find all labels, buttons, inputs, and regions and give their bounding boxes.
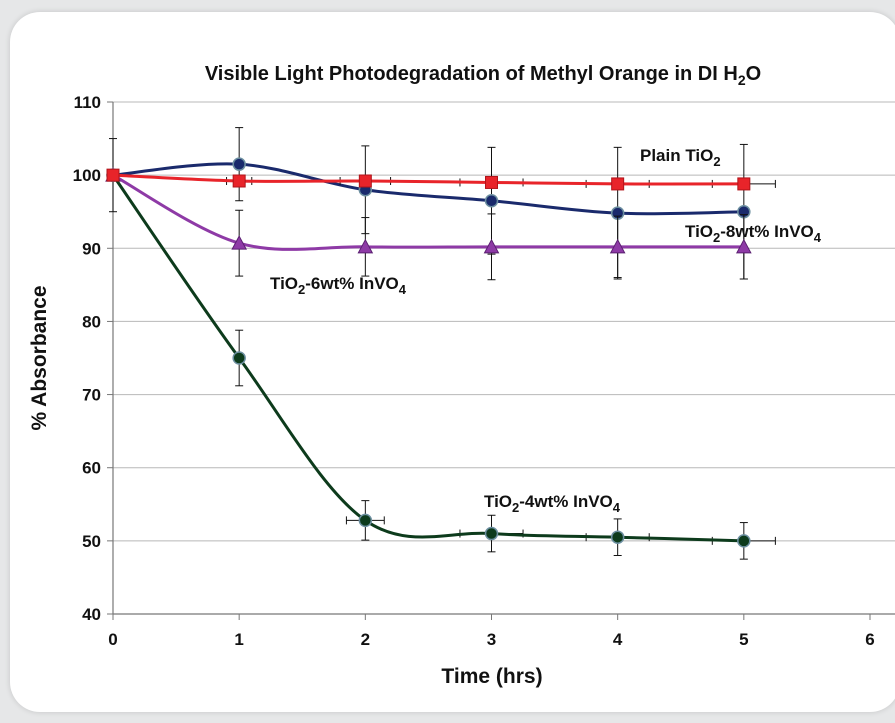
data-point (609, 238, 626, 254)
data-point (232, 351, 246, 365)
x-tick-labels: 0 1 2 3 4 5 6 (108, 630, 874, 649)
y-tick-label: 80 (82, 312, 101, 331)
data-point (483, 238, 500, 254)
series-line-6wt (112, 173, 744, 251)
x-axis-title: Time (hrs) (441, 665, 542, 688)
y-tick-label: 40 (82, 605, 101, 624)
data-point (737, 534, 751, 548)
data-point (232, 174, 246, 188)
series-label-8wt: TiO2-8wt% InVO4 (685, 222, 822, 245)
y-tick-label: 110 (74, 93, 101, 112)
data-point (737, 177, 751, 191)
chart-card (10, 12, 895, 712)
grid-lines (113, 101, 895, 542)
data-point (358, 513, 373, 528)
y-tick-label: 50 (82, 532, 101, 551)
y-tick-label: 90 (82, 239, 101, 258)
data-point (106, 168, 120, 182)
y-tick-labels: 40 50 60 70 80 90 100 110 (73, 93, 101, 624)
series-line-8wt (112, 162, 744, 216)
data-point (735, 238, 752, 254)
series-line-plain (112, 173, 744, 186)
data-point (231, 235, 248, 250)
data-point (484, 193, 499, 208)
y-axis-title: % Absorbance (28, 285, 51, 430)
data-point (484, 526, 499, 541)
y-tick-label: 70 (82, 386, 101, 405)
x-tick-label: 5 (739, 630, 748, 649)
y-tick-label: 60 (82, 459, 101, 478)
series-4wt (106, 168, 776, 560)
series-label-4wt: TiO2-4wt% InVO4 (484, 492, 621, 515)
x-tick-label: 2 (361, 630, 370, 649)
data-point (232, 157, 246, 171)
x-tick-label: 1 (234, 630, 243, 649)
series-6wt (105, 167, 752, 281)
data-point (358, 174, 372, 188)
data-point (485, 175, 498, 189)
series-label-6wt: TiO2-6wt% InVO4 (270, 274, 407, 297)
x-tick-label: 0 (108, 630, 117, 649)
plot-area (105, 127, 776, 560)
data-point (611, 177, 625, 191)
x-tick-label: 3 (487, 630, 496, 649)
data-point (610, 530, 625, 544)
chart-title: Visible Light Photodegradation of Methyl… (205, 63, 761, 88)
x-tick-label: 4 (613, 630, 623, 649)
series-plain (106, 168, 776, 191)
series-label-plain: Plain TiO2 (640, 146, 721, 169)
data-point (357, 238, 374, 254)
x-tick-label: 6 (865, 630, 874, 649)
y-tick-label: 100 (73, 166, 101, 185)
